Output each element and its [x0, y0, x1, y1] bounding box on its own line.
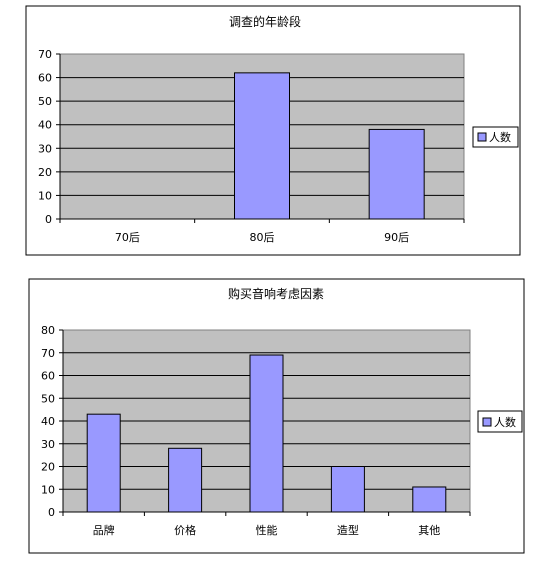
chart2-legend-swatch — [482, 417, 492, 427]
bar-0 — [86, 413, 121, 513]
y-tick-label: 40 — [41, 415, 55, 428]
y-tick-label: 30 — [41, 438, 55, 451]
x-tick-label: 其他 — [418, 524, 440, 537]
bar-1 — [168, 447, 203, 513]
chart2-legend-box — [477, 410, 523, 433]
chart2-legend-label: 人数 — [494, 416, 516, 429]
x-tick-label: 造型 — [337, 523, 359, 537]
y-tick-label: 60 — [38, 72, 52, 85]
y-tick-label: 50 — [41, 392, 55, 405]
y-tick-label: 10 — [38, 189, 52, 202]
bar-4 — [412, 486, 447, 513]
y-tick-label: 50 — [38, 95, 52, 108]
bar-1 — [234, 72, 290, 220]
y-tick-label: 60 — [41, 370, 55, 383]
y-tick-label: 0 — [48, 506, 55, 519]
chart2-legend: 人数 — [477, 410, 523, 433]
x-tick-label: 品牌 — [93, 523, 115, 537]
y-tick-label: 10 — [41, 483, 55, 496]
y-tick-label: 40 — [38, 119, 52, 132]
bar-2 — [368, 128, 425, 220]
chart1-legend-swatch — [477, 132, 487, 142]
x-tick-label: 80后 — [250, 231, 275, 244]
chart1-y-tick-labels: 0 10 20 30 40 50 60 70 — [38, 48, 52, 226]
chart2-bars — [86, 354, 447, 513]
chart2-y-tick-labels: 0 10 20 30 40 50 60 70 80 — [41, 324, 55, 519]
y-tick-label: 20 — [38, 166, 52, 179]
bar-2 — [249, 354, 284, 513]
y-tick-label: 30 — [38, 142, 52, 155]
bar-3 — [330, 466, 365, 513]
chart2-title: 购买音响考虑因素 — [228, 286, 324, 301]
y-tick-label: 0 — [45, 213, 52, 226]
factors-chart: 购买音响考虑因素 0 10 20 30 40 50 60 70 80 品牌 价格 性能 造型 其他 人数 — [28, 278, 525, 554]
chart2-x-tick-labels: 品牌 价格 性能 造型 其他 — [93, 523, 441, 537]
x-tick-label: 价格 — [174, 523, 196, 537]
chart1-bars — [234, 72, 425, 220]
y-tick-label: 20 — [41, 461, 55, 474]
chart1-legend: 人数 — [472, 126, 519, 148]
chart1-legend-box — [472, 126, 519, 148]
x-tick-label: 90后 — [384, 231, 409, 244]
y-tick-label: 80 — [41, 324, 55, 337]
x-tick-label: 性能 — [256, 523, 278, 537]
y-tick-label: 70 — [41, 347, 55, 360]
chart1-title: 调查的年龄段 — [229, 14, 301, 29]
chart1-legend-label: 人数 — [489, 131, 511, 144]
age-chart: 调查的年龄段 0 10 20 30 40 50 60 70 70后 80后 90后 人数 — [25, 5, 521, 256]
chart1-x-tick-labels: 70后 80后 90后 — [115, 231, 409, 244]
y-tick-label: 70 — [38, 48, 52, 61]
x-tick-label: 70后 — [115, 231, 140, 244]
